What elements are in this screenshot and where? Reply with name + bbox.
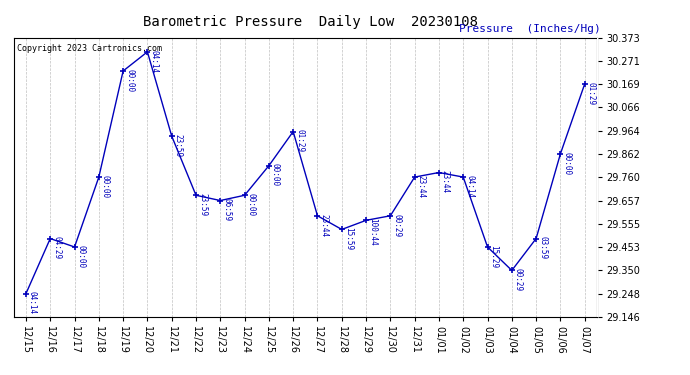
Text: 23:44: 23:44 [441,170,450,194]
Text: 01:29: 01:29 [586,82,595,105]
Text: 00:29: 00:29 [393,213,402,237]
Text: Barometric Pressure  Daily Low  20230108: Barometric Pressure Daily Low 20230108 [143,15,478,29]
Text: 00:00: 00:00 [77,245,86,268]
Text: 23:44: 23:44 [417,175,426,198]
Text: 100:44: 100:44 [368,218,377,246]
Text: 00:00: 00:00 [125,69,134,92]
Text: 23:59: 23:59 [198,193,207,216]
Text: 04:29: 04:29 [52,236,61,260]
Text: 15:59: 15:59 [344,227,353,250]
Text: 04:14: 04:14 [149,50,159,73]
Text: 00:29: 00:29 [514,268,523,291]
Text: 00:00: 00:00 [101,175,110,198]
Text: 01:29: 01:29 [295,129,304,152]
Text: 00:00: 00:00 [271,164,280,186]
Text: 23:59: 23:59 [174,134,183,157]
Text: 00:00: 00:00 [562,152,571,175]
Text: 03:59: 03:59 [538,236,547,260]
Text: 04:14: 04:14 [28,291,37,315]
Text: 04:14: 04:14 [465,175,474,198]
Text: 06:59: 06:59 [222,198,231,221]
Text: 00:00: 00:00 [246,193,255,216]
Text: 15:29: 15:29 [489,245,498,268]
Text: Pressure  (Inches/Hg): Pressure (Inches/Hg) [459,24,600,34]
Text: Copyright 2023 Cartronics.com: Copyright 2023 Cartronics.com [17,45,161,54]
Text: 23:44: 23:44 [319,213,328,237]
